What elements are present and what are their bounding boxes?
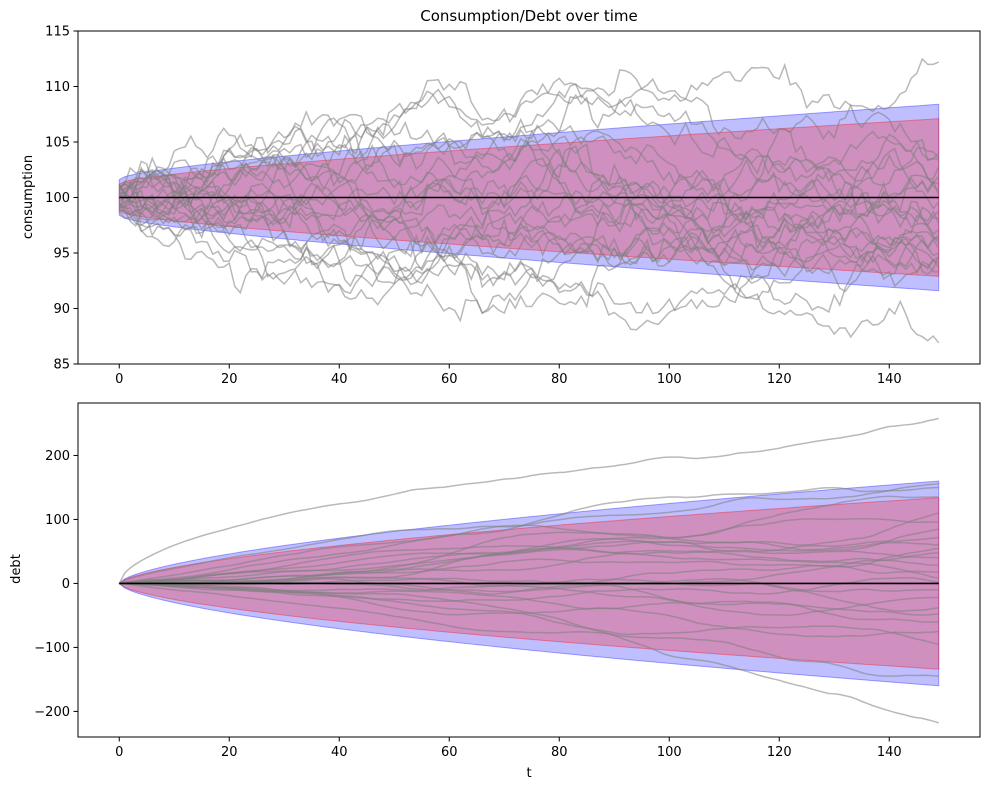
x-tick-label: 80: [551, 372, 568, 387]
debt-path-22: [119, 582, 939, 677]
y-tick-label: 85: [53, 358, 70, 373]
x-tick-label: 120: [767, 745, 792, 760]
consumption-axes: 0 20 40 60 80 100 120 140 85 90 95 100 105 110 115: [45, 25, 981, 387]
debt-path-17: [119, 577, 939, 613]
debt-panel: 0 20 40 60 80 100 120 140 −200 −100 0 100 200 debt t: [9, 402, 981, 781]
x-tick-label: 140: [877, 372, 902, 387]
consumption-path-5: [118, 175, 940, 323]
y-tick-label: 115: [45, 25, 70, 40]
consumption-path-14: [118, 194, 940, 331]
x-tick-label: 20: [221, 745, 238, 760]
consumption-path-0: [119, 57, 940, 224]
consumption-path-12: [118, 139, 940, 236]
x-tick-label: 100: [657, 745, 682, 760]
debt-path-3: [119, 495, 939, 585]
consumption-path-23: [119, 125, 940, 344]
consumption-path-8: [118, 147, 940, 228]
debt-path-23: [119, 582, 939, 724]
consumption-path-15: [118, 166, 940, 314]
y-tick-label: 100: [45, 191, 70, 206]
y-tick-label: 0: [62, 577, 70, 592]
debt-y-axis-label: debt: [9, 554, 24, 584]
y-tick-label: 95: [53, 247, 70, 262]
consumption-path-22: [118, 155, 939, 293]
debt-path-21: [119, 582, 939, 645]
y-tick-label: 110: [45, 80, 70, 95]
consumption-path-24: [118, 169, 939, 255]
x-tick-label: 0: [115, 745, 123, 760]
debt-plot-area: [118, 417, 940, 724]
x-tick-label: 60: [441, 745, 458, 760]
debt-path-20: [119, 582, 939, 638]
consumption-path-9: [118, 187, 940, 281]
y-tick-label: 105: [45, 136, 70, 151]
consumption-y-axis-label: consumption: [21, 155, 36, 239]
y-tick-label: −100: [34, 641, 70, 656]
consumption-path-7: [118, 132, 940, 233]
consumption-path-3: [118, 82, 939, 207]
y-tick-label: 200: [45, 449, 70, 464]
x-tick-label: 60: [441, 372, 458, 387]
consumption-path-11: [118, 69, 940, 224]
y-tick-label: 90: [53, 302, 70, 317]
x-tick-label: 20: [221, 372, 238, 387]
debt-x-axis-label: t: [526, 766, 531, 781]
debt-path-7: [119, 536, 939, 585]
debt-path-0: [118, 417, 939, 584]
consumption-path-19: [118, 156, 940, 315]
y-tick-label: −200: [34, 705, 70, 720]
debt-path-24: [119, 547, 939, 585]
x-tick-label: 140: [877, 745, 902, 760]
debt-axes: 0 20 40 60 80 100 120 140 −200 −100 0 100 200: [34, 402, 981, 760]
debt-axes-frame: [77, 402, 981, 738]
x-tick-label: 40: [331, 372, 348, 387]
chart-title: Consumption/Debt over time: [420, 7, 637, 25]
x-tick-label: 80: [551, 745, 568, 760]
y-tick-label: 100: [45, 513, 70, 528]
consumption-plot-area: [118, 57, 940, 344]
x-tick-label: 40: [331, 745, 348, 760]
debt-path-13: [119, 552, 939, 585]
consumption-path-17: [118, 126, 940, 288]
x-tick-label: 100: [657, 372, 682, 387]
debt-path-2: [119, 486, 939, 585]
x-tick-label: 120: [767, 372, 792, 387]
consumption-panel: Consumption/Debt over time 0 20 40 60 80 100 1…: [21, 7, 981, 387]
consumption-path-4: [118, 77, 940, 196]
x-tick-label: 0: [115, 372, 123, 387]
